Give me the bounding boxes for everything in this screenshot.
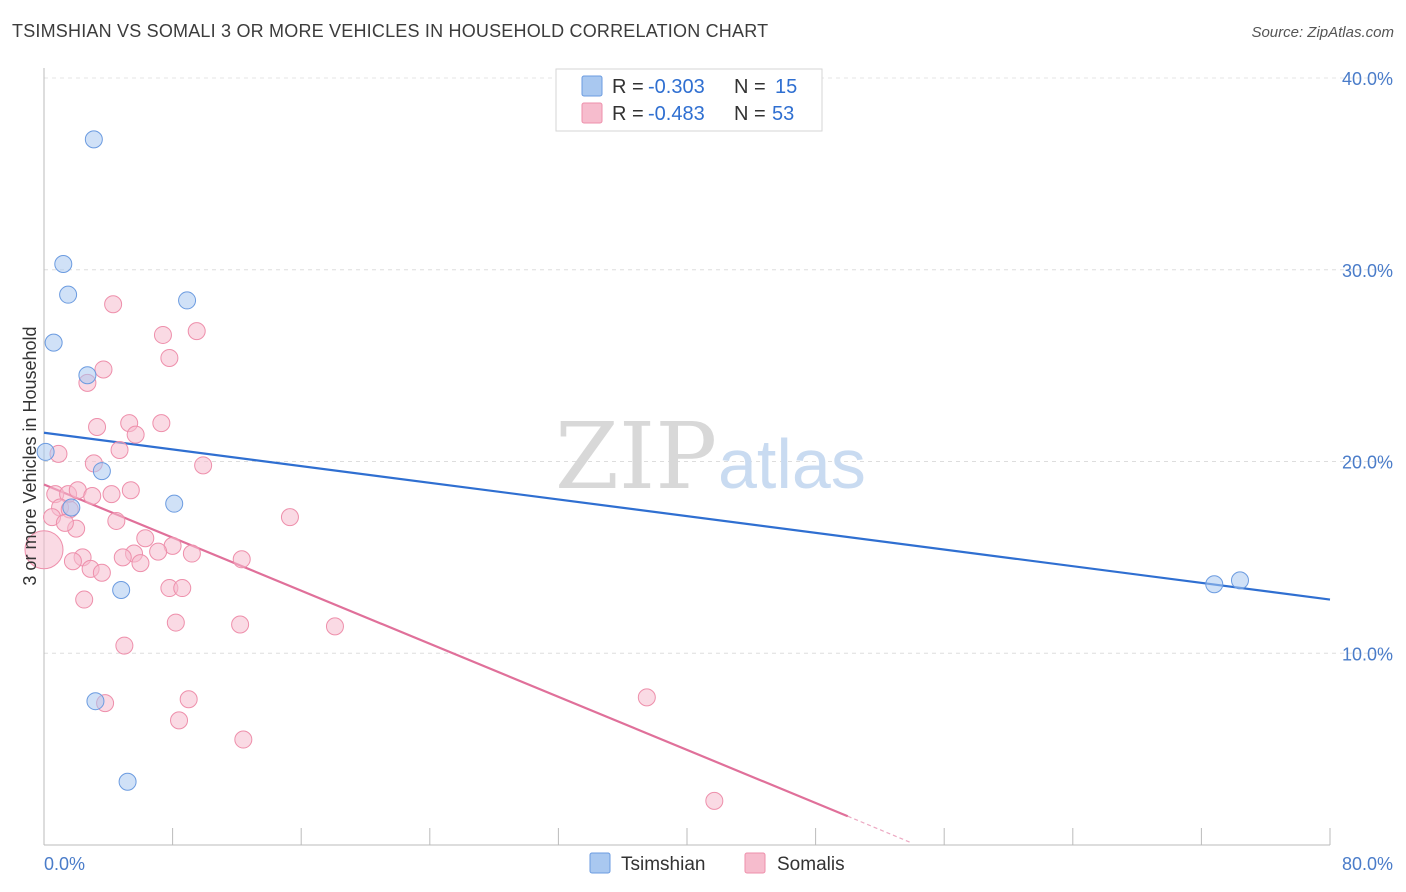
y-tick-label: 30.0% [1342, 261, 1393, 281]
trend-line-extension [847, 815, 913, 844]
point-somalis [104, 295, 123, 314]
y-tick-label: 20.0% [1342, 453, 1393, 473]
point-somalis [24, 530, 64, 570]
point-tsimshian [165, 494, 184, 513]
point-somalis [92, 563, 111, 582]
point-tsimshian [44, 333, 63, 352]
point-tsimshian [84, 130, 103, 149]
point-tsimshian [1230, 571, 1249, 590]
point-somalis [187, 322, 206, 341]
point-somalis [102, 485, 121, 504]
x-tick-label-max: 80.0% [1342, 854, 1393, 874]
point-somalis [94, 360, 113, 379]
point-tsimshian [178, 291, 197, 310]
legend-r-label: R = [612, 76, 644, 98]
bottom-legend-somalis: Somalis [777, 854, 845, 875]
point-tsimshian [92, 462, 111, 481]
point-tsimshian [86, 692, 105, 711]
bottom-legend-tsimshian: Tsimshian [621, 854, 705, 875]
legend-n-value: 53 [772, 103, 794, 125]
point-somalis [173, 579, 192, 598]
point-somalis [166, 613, 185, 632]
point-somalis [121, 481, 140, 500]
point-somalis [232, 550, 251, 569]
y-axis-label: 3 or more Vehicles in Household [20, 326, 40, 585]
point-somalis [55, 513, 74, 532]
legend-n-label: N = [734, 76, 766, 98]
watermark-zip: ZIP [555, 403, 717, 510]
point-somalis [126, 425, 145, 444]
point-tsimshian [59, 285, 78, 304]
point-somalis [88, 417, 107, 436]
point-somalis [115, 636, 134, 655]
data-points [24, 130, 1249, 810]
point-tsimshian [1205, 575, 1224, 594]
legend-n-label: N = [734, 103, 766, 125]
y-tick-label: 10.0% [1342, 644, 1393, 664]
legend-swatch-tsimshian [581, 75, 603, 97]
bottom-legend: Tsimshian Somalis [589, 852, 845, 875]
point-somalis [160, 348, 179, 367]
legend-box: R = -0.303 N = 15 R = -0.483 N = 53 [555, 68, 823, 132]
trend-line-tsimshian [43, 431, 1331, 601]
point-tsimshian [78, 366, 97, 385]
point-somalis [113, 548, 132, 567]
point-somalis [194, 456, 213, 475]
point-tsimshian [54, 254, 73, 273]
bottom-legend-swatch-tsimshian [589, 852, 611, 874]
point-somalis [107, 511, 126, 530]
point-somalis [179, 690, 198, 709]
point-tsimshian [118, 772, 137, 791]
legend-r-value: -0.483 [648, 103, 705, 125]
legend-r-value: -0.303 [648, 76, 705, 98]
point-somalis [83, 487, 102, 506]
trend-line-somalis [43, 483, 849, 818]
point-somalis [280, 508, 299, 527]
point-somalis [170, 711, 189, 730]
point-somalis [131, 554, 150, 573]
legend-n-value: 15 [775, 76, 797, 98]
chart-title: TSIMSHIAN VS SOMALI 3 OR MORE VEHICLES I… [12, 21, 769, 41]
point-tsimshian [62, 498, 81, 517]
point-somalis [63, 552, 82, 571]
point-somalis [149, 542, 168, 561]
point-somalis [231, 615, 250, 634]
point-somalis [234, 730, 253, 749]
tick-labels: 10.0% 20.0% 30.0% 40.0% 0.0% 80.0% [44, 69, 1393, 874]
legend-r-label: R = [612, 103, 644, 125]
point-tsimshian [112, 580, 131, 599]
point-somalis [182, 544, 201, 563]
point-somalis [75, 590, 94, 609]
watermark: ZIP atlas [555, 403, 866, 510]
point-somalis [110, 440, 129, 459]
point-somalis [637, 688, 656, 707]
watermark-atlas: atlas [718, 425, 866, 503]
point-somalis [705, 791, 724, 810]
legend-swatch-somalis [581, 102, 603, 124]
point-somalis [136, 529, 155, 548]
point-somalis [325, 617, 344, 636]
source-label: Source: ZipAtlas.com [1251, 24, 1394, 41]
x-tick-label-min: 0.0% [44, 854, 85, 874]
y-tick-label: 40.0% [1342, 69, 1393, 89]
point-somalis [153, 325, 172, 344]
bottom-legend-swatch-somalis [744, 852, 766, 874]
point-tsimshian [36, 442, 55, 461]
axes [43, 68, 1331, 846]
point-somalis [152, 414, 171, 433]
